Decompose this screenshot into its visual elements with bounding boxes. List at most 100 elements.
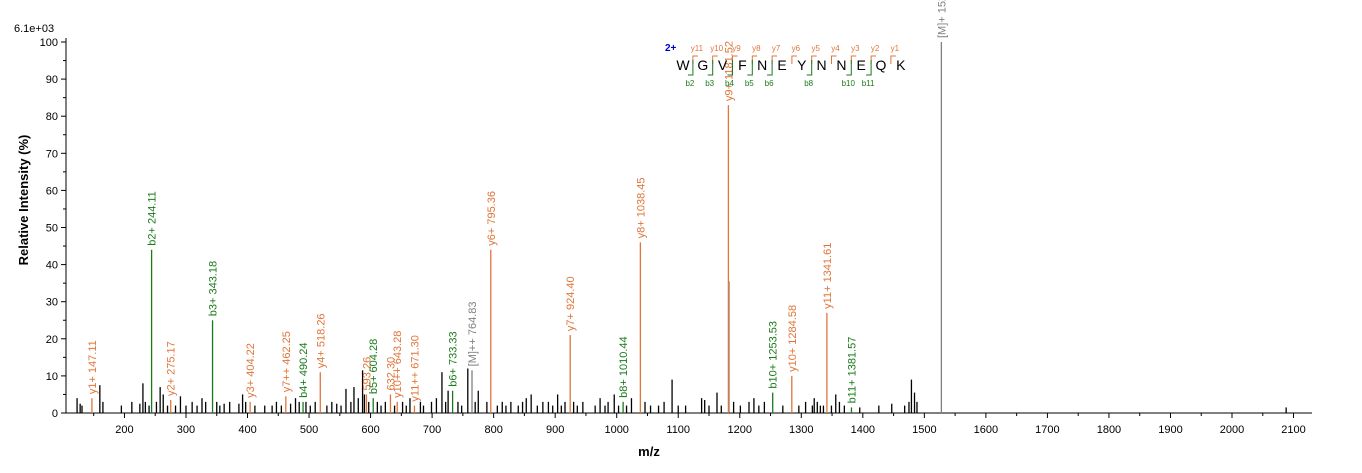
peak-label: y10++ 643.28: [392, 331, 404, 398]
y-tick-label: 60: [46, 185, 58, 197]
x-tick-label: 1200: [728, 424, 752, 436]
b-ion-bracket: [727, 60, 733, 76]
x-tick-label: 500: [300, 424, 318, 436]
b-ion-label: b10: [842, 79, 856, 88]
peak-label: y7++ 462.25: [281, 331, 293, 392]
y-ion-label: y11: [691, 44, 704, 53]
peak-label: y7+ 924.40: [565, 276, 577, 331]
b-ion-bracket: [707, 60, 714, 76]
y-tick-label: 80: [46, 111, 58, 123]
y-ion-label: y5: [811, 44, 820, 53]
sequence-residue: E: [777, 57, 786, 73]
peak-label: y11+ 1341.61: [822, 243, 834, 309]
x-tick-label: 1600: [974, 424, 998, 436]
y-ion-bracket: [791, 55, 797, 64]
sequence-residue: E: [857, 57, 866, 73]
peak-label: y6+ 795.36: [486, 191, 498, 246]
b-ion-bracket: [767, 60, 773, 76]
peak-label: y1+ 147.11: [87, 340, 99, 394]
peak-label: b11+ 1381.57: [846, 337, 858, 404]
x-tick-label: 200: [115, 424, 133, 436]
y-ion-label: y6: [792, 44, 801, 53]
y-ion-label: y10: [710, 44, 723, 53]
unlabeled-peaks: [76, 281, 1287, 413]
y-ion-label: y3: [851, 44, 860, 53]
b-ion-bracket: [747, 60, 753, 76]
peak-label: y4+ 518.26: [315, 313, 327, 368]
y-ion-bracket: [890, 55, 896, 64]
b-ion-label: b5: [745, 79, 754, 88]
b-ion-label: b11: [862, 79, 875, 88]
x-tick-label: 600: [361, 424, 379, 436]
peak-label: b10+ 1253.53: [768, 321, 780, 389]
x-axis-title: m/z: [638, 444, 660, 459]
b-ion-bracket: [866, 60, 872, 76]
peak-label: 632.30: [385, 357, 397, 391]
x-tick-label: 1900: [1158, 424, 1182, 436]
y-tick-label: 40: [46, 260, 58, 272]
x-tick-label: 1800: [1097, 424, 1121, 436]
x-tick-label: 1100: [666, 424, 690, 436]
y-ion-label: y4: [831, 44, 840, 53]
sequence-residue: K: [896, 57, 906, 73]
x-tick-label: 400: [238, 424, 256, 436]
y-ion-label: y2: [871, 44, 880, 53]
peak-label: y8+ 1038.45: [635, 177, 647, 238]
sequence-residue: N: [836, 57, 846, 73]
peak-label: [M]+ 1527.66: [936, 0, 948, 38]
x-tick-label: 1500: [912, 424, 936, 436]
peak-label: y2+ 275.17: [166, 341, 178, 396]
axes-layer: 200 300 400 500 600 700 800 900 1000 1100 1200 1300…: [40, 37, 1312, 436]
peak-label: b4+ 490.24: [298, 342, 310, 397]
peak-label: y3+ 404.22: [245, 343, 257, 398]
b-ion-bracket: [806, 60, 813, 76]
labeled-peaks: y1+ 147.11 b2+ 244.11 y2+ 275.17 b3+ 343.18…: [87, 0, 948, 413]
y-ion-label: y8: [752, 44, 761, 53]
sequence-residue: V: [718, 57, 728, 73]
peak-label: [M]++ 764.83: [467, 302, 479, 367]
peak-label: y10+ 1284.58: [787, 305, 799, 372]
y-tick-label: 70: [46, 148, 58, 160]
x-tick-label: 1700: [1035, 424, 1059, 436]
y-tick-label: 10: [46, 371, 58, 383]
peak-label: b2+ 244.11: [147, 191, 159, 246]
peak-label: y11++ 671.30: [409, 335, 421, 401]
y-ion-label: y9: [732, 44, 741, 53]
intensity-scale-label: 6.1e+03: [14, 23, 54, 35]
peak-label: 593.26: [361, 357, 373, 391]
b-ion-label: b3: [705, 79, 714, 88]
y-axis-title: Relative Intensity (%): [16, 135, 31, 266]
x-tick-label: 300: [177, 424, 195, 436]
b-ion-label: b4: [725, 79, 734, 88]
y-tick-label: 20: [46, 334, 58, 346]
sequence-residue: G: [697, 57, 708, 73]
x-tick-label: 1000: [604, 424, 628, 436]
charge-state-label: 2+: [665, 43, 677, 54]
x-tick-label: 800: [484, 424, 502, 436]
y-tick-label: 0: [52, 408, 58, 420]
y-ion-label: y1: [891, 44, 900, 53]
x-tick-label: 1400: [851, 424, 875, 436]
sequence-residue: F: [738, 57, 747, 73]
y-tick-label: 100: [40, 37, 58, 49]
x-tick-label: 2000: [1220, 424, 1244, 436]
peak-label: b6+ 733.33: [448, 331, 460, 386]
sequence-residue: N: [817, 57, 827, 73]
x-tick-label: 2100: [1281, 424, 1305, 436]
b-ion-bracket: [687, 60, 694, 76]
peak-label: b8+ 1010.44: [618, 336, 630, 397]
b-ion-label: b2: [685, 79, 694, 88]
sequence-residue: Y: [797, 57, 807, 73]
b-ion-label: b6: [765, 79, 774, 88]
x-tick-label: 900: [546, 424, 564, 436]
peak-label: b3+ 343.18: [208, 261, 220, 316]
y-tick-label: 30: [46, 297, 58, 309]
y-tick-label: 50: [46, 223, 58, 235]
x-tick-label: 700: [423, 424, 441, 436]
b-ion-label: b8: [804, 79, 813, 88]
y-ion-bracket: [831, 55, 837, 64]
x-tick-label: 1300: [789, 424, 813, 436]
peak-label: b5+ 604.28: [368, 339, 380, 394]
